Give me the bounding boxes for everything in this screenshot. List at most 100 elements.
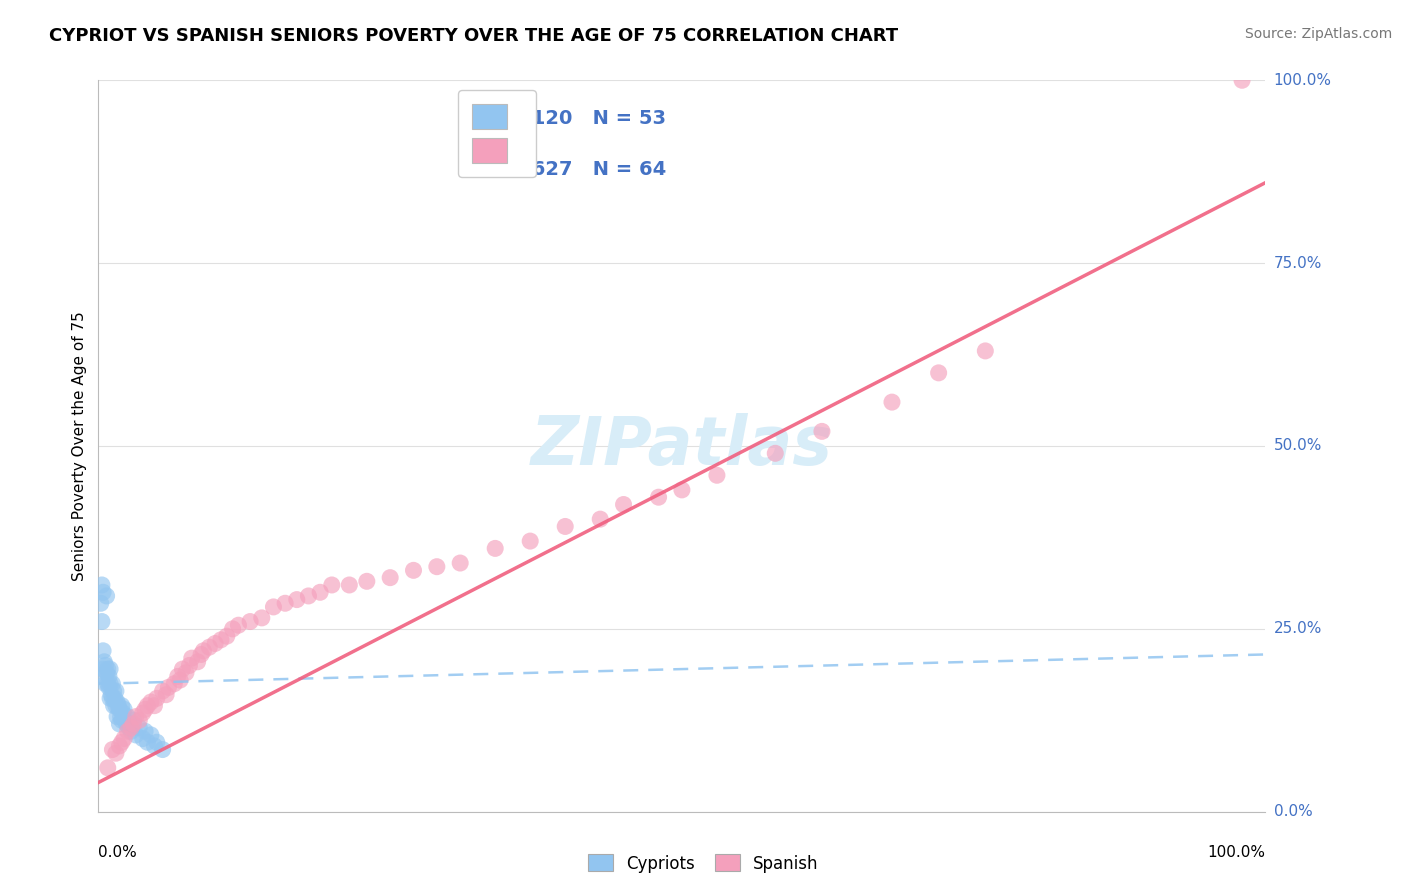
Point: [101, 691, 124, 706]
Point: [125, 728, 148, 742]
Point: [239, 615, 262, 629]
Point: [103, 684, 125, 698]
Point: [112, 731, 135, 746]
Point: [132, 731, 155, 746]
Point: [96, 589, 118, 603]
Point: [671, 483, 693, 497]
Point: [174, 665, 197, 680]
Point: [104, 746, 127, 760]
Point: [146, 691, 169, 706]
Point: [97, 761, 120, 775]
Point: [110, 709, 132, 723]
Point: [519, 534, 541, 549]
Point: [193, 644, 215, 658]
Text: 0.0%: 0.0%: [1274, 805, 1312, 819]
Point: [111, 714, 134, 728]
Point: [100, 688, 122, 702]
Point: [426, 559, 449, 574]
Point: [262, 599, 284, 614]
Point: [104, 691, 127, 706]
Point: [152, 742, 174, 756]
Point: [91, 662, 114, 676]
Point: [228, 618, 250, 632]
Point: [274, 596, 297, 610]
Point: [297, 589, 319, 603]
Point: [589, 512, 612, 526]
Point: [103, 698, 125, 713]
Point: [356, 574, 378, 589]
Point: [90, 578, 112, 592]
Point: [93, 669, 115, 683]
Point: [143, 698, 166, 713]
Text: 50.0%: 50.0%: [1274, 439, 1322, 453]
Point: [93, 655, 115, 669]
Point: [128, 721, 150, 735]
Point: [108, 702, 131, 716]
Point: [122, 717, 145, 731]
Point: [337, 578, 360, 592]
Point: [114, 714, 136, 728]
Point: [104, 698, 127, 713]
Point: [91, 585, 114, 599]
Point: [706, 468, 728, 483]
Point: [880, 395, 903, 409]
Point: [105, 695, 128, 709]
Point: [139, 728, 162, 742]
Point: [169, 673, 191, 687]
Point: [554, 519, 576, 533]
Point: [136, 698, 159, 713]
Point: [104, 684, 127, 698]
Point: [117, 709, 139, 723]
Point: [112, 702, 135, 716]
Point: [97, 662, 120, 676]
Text: ZIPatlas: ZIPatlas: [531, 413, 832, 479]
Point: [321, 578, 343, 592]
Point: [380, 571, 402, 585]
Point: [139, 695, 162, 709]
Text: 25.0%: 25.0%: [1274, 622, 1322, 636]
Point: [96, 665, 118, 680]
Point: [90, 596, 112, 610]
Point: [163, 676, 186, 690]
Point: [98, 691, 121, 706]
Text: CYPRIOT VS SPANISH SENIORS POVERTY OVER THE AGE OF 75 CORRELATION CHART: CYPRIOT VS SPANISH SENIORS POVERTY OVER …: [49, 27, 898, 45]
Text: Source: ZipAtlas.com: Source: ZipAtlas.com: [1244, 27, 1392, 41]
Point: [647, 490, 669, 504]
Point: [117, 724, 139, 739]
Point: [157, 681, 180, 695]
Point: [449, 556, 471, 570]
Point: [118, 717, 141, 731]
Point: [215, 629, 238, 643]
Y-axis label: Seniors Poverty Over the Age of 75: Seniors Poverty Over the Age of 75: [72, 311, 87, 581]
Point: [250, 611, 273, 625]
Point: [107, 698, 129, 713]
Point: [97, 681, 120, 695]
Point: [94, 658, 117, 673]
Point: [98, 676, 121, 690]
Point: [125, 709, 148, 723]
Point: [811, 425, 834, 439]
Point: [309, 585, 332, 599]
Point: [198, 640, 221, 655]
Point: [152, 684, 174, 698]
Point: [136, 735, 159, 749]
Point: [108, 717, 131, 731]
Point: [101, 742, 124, 756]
Text: R = 0.120   N = 53: R = 0.120 N = 53: [465, 109, 666, 128]
Point: [166, 669, 188, 683]
Point: [111, 698, 134, 713]
Point: [120, 721, 142, 735]
Point: [1230, 73, 1253, 87]
Point: [402, 563, 425, 577]
Point: [122, 714, 145, 728]
Point: [155, 688, 177, 702]
Point: [128, 714, 150, 728]
Point: [97, 669, 120, 683]
Point: [484, 541, 506, 556]
Point: [115, 717, 138, 731]
Point: [179, 658, 201, 673]
Point: [134, 702, 156, 716]
Point: [90, 615, 112, 629]
Point: [111, 735, 134, 749]
Point: [974, 343, 997, 358]
